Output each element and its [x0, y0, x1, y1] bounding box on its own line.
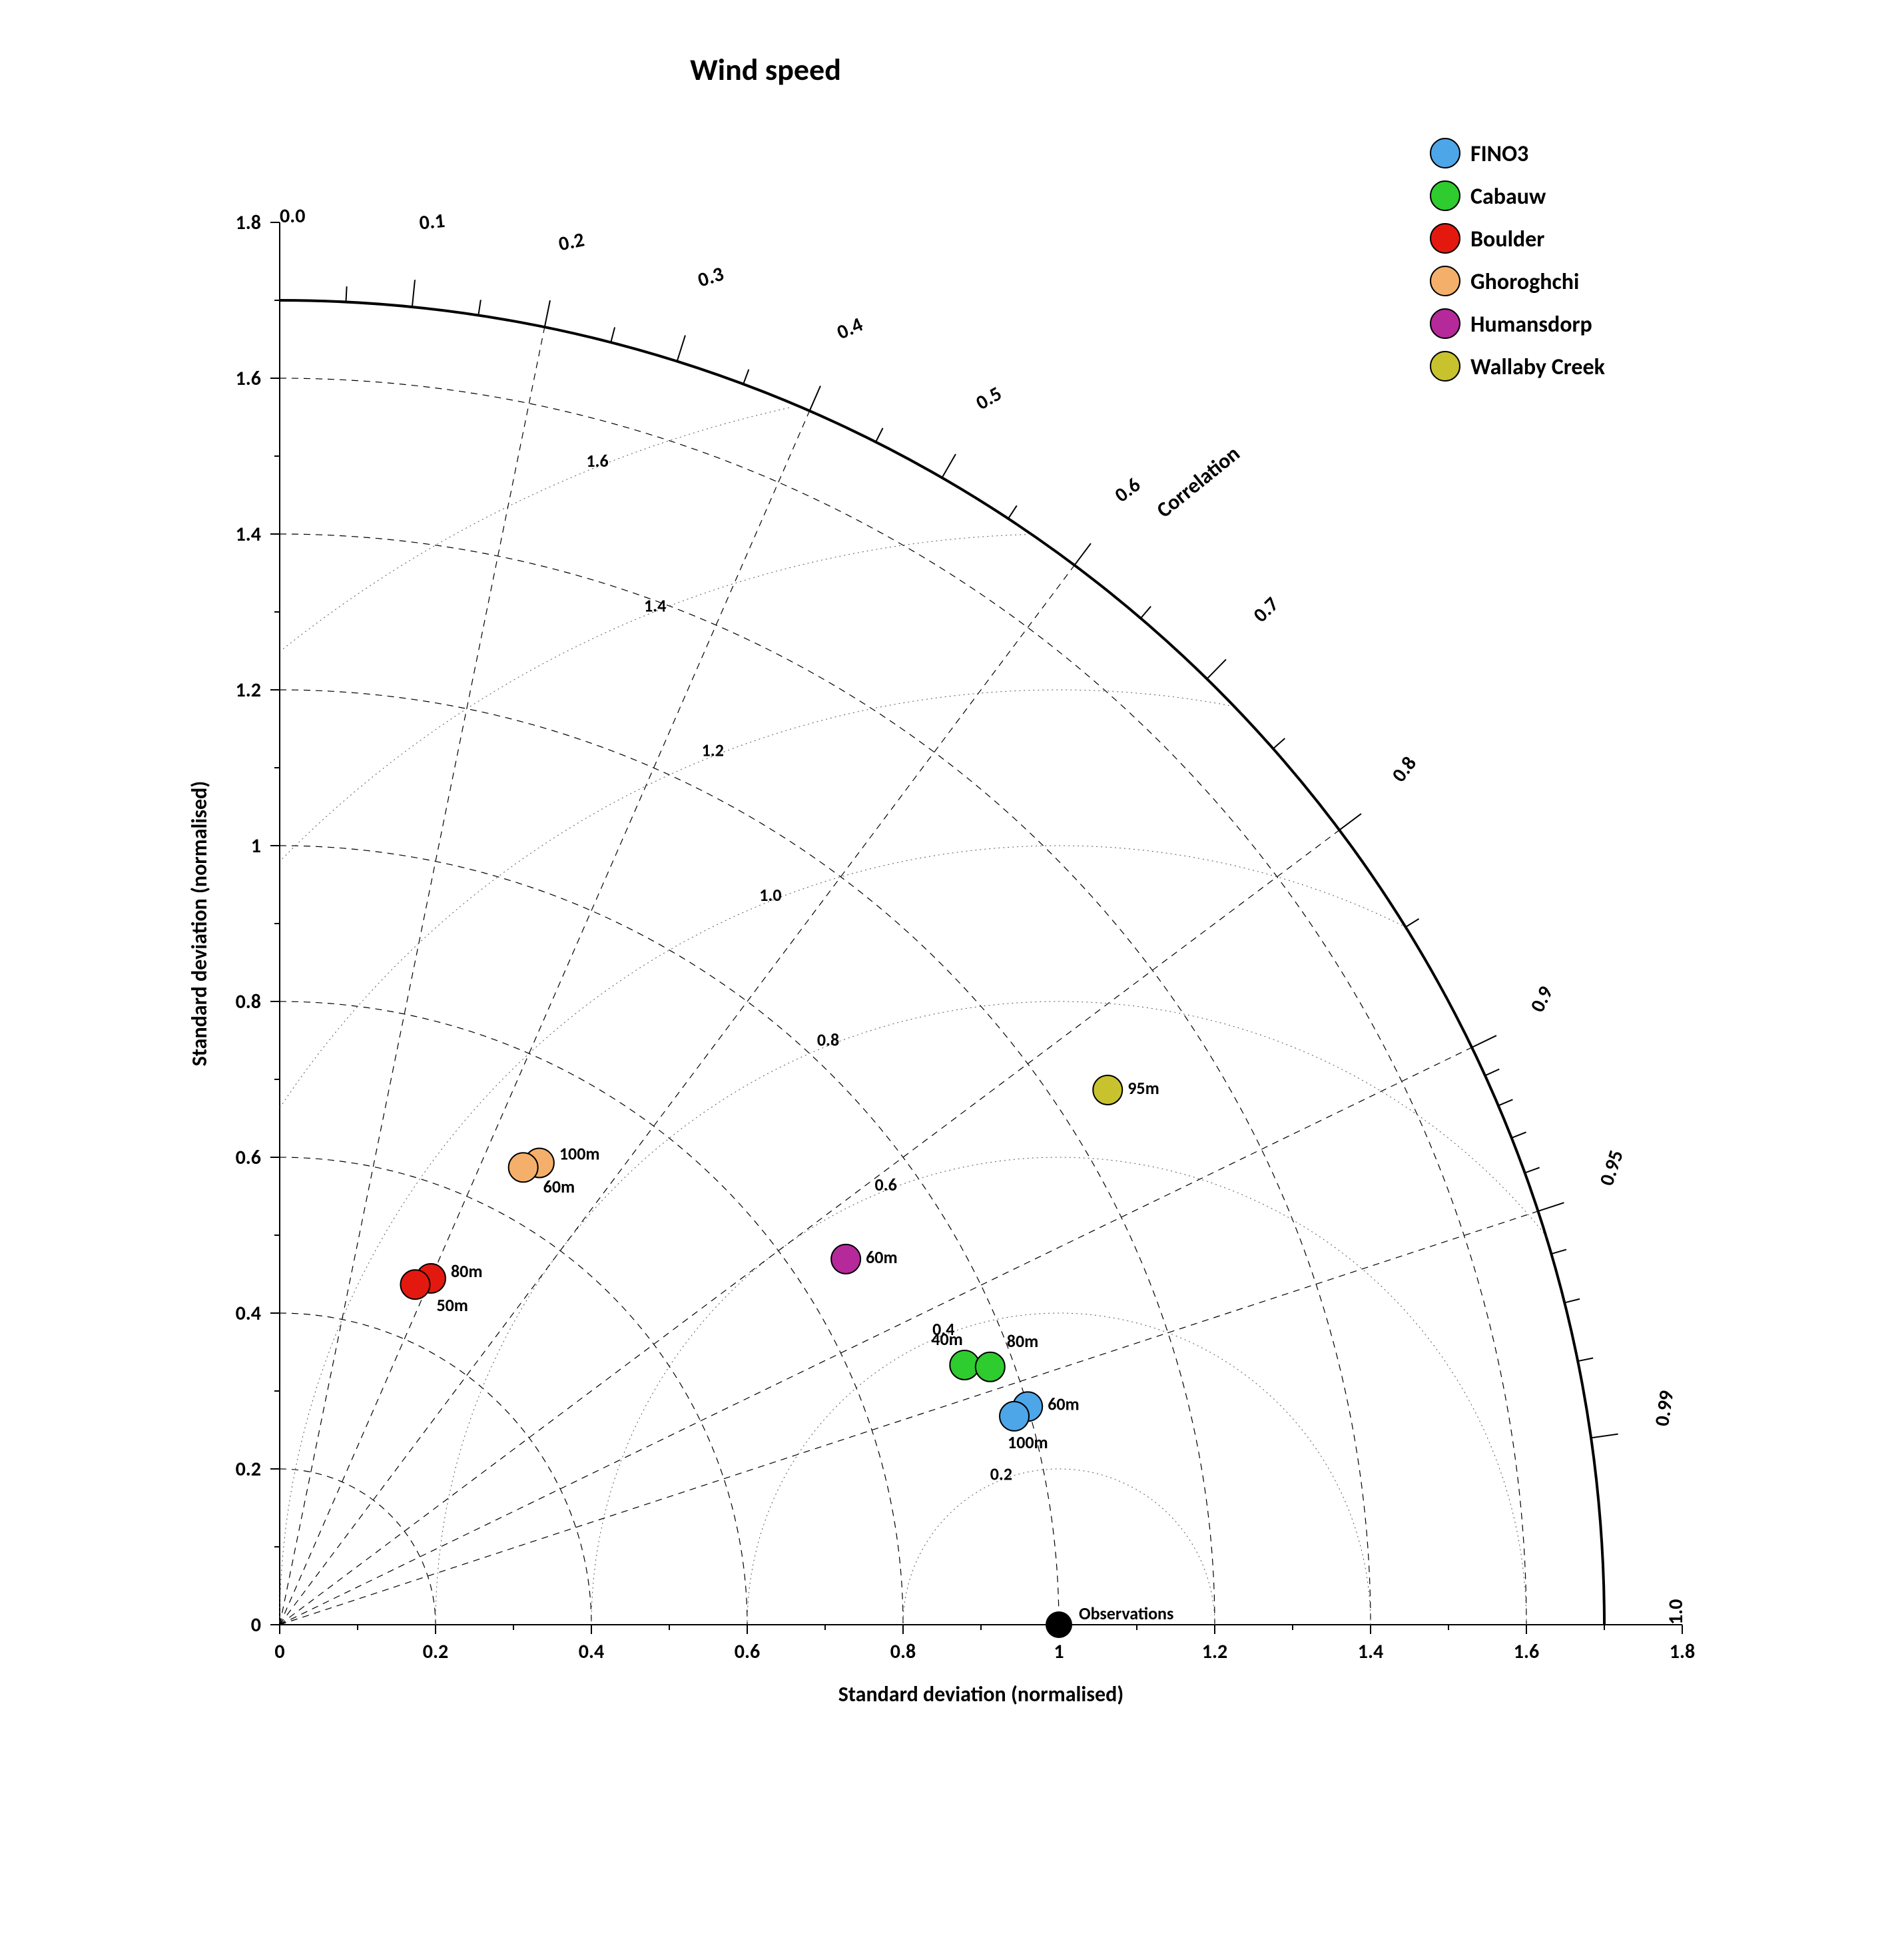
corr-tick-label: 0.99: [1650, 1389, 1679, 1428]
data-point: [1093, 1075, 1122, 1105]
corr-tick-label: 0.0: [280, 204, 305, 228]
x-tick-label: 1: [1054, 1639, 1064, 1664]
rms-label: 0.6: [874, 1174, 896, 1195]
legend-label: Wallaby Creek: [1470, 354, 1606, 381]
legend-swatch: [1430, 266, 1460, 296]
x-tick-label: 1.6: [1514, 1639, 1539, 1664]
taylor-diagram: Wind speed 0 0.2 0.4 0.6 0.8 1 1.2 1.4 1.6 1.8 0 0.2…: [0, 0, 1904, 1941]
data-point-label: 40m: [931, 1328, 963, 1350]
x-tick-label: 0.2: [423, 1639, 448, 1664]
obs-label: Observations: [1079, 1603, 1173, 1624]
x-tick-label: 1.4: [1358, 1639, 1383, 1664]
legend-label: Boulder: [1470, 226, 1544, 253]
y-tick-label: 0.4: [236, 1301, 261, 1326]
data-point: [831, 1245, 860, 1274]
x-tick-label: 1.2: [1202, 1639, 1227, 1664]
data-point: [976, 1352, 1005, 1382]
data-point-label: 60m: [1048, 1393, 1080, 1414]
chart-bg: [0, 0, 1904, 1941]
data-point: [509, 1153, 538, 1182]
y-tick-label: 1.6: [236, 366, 261, 391]
legend-swatch: [1430, 352, 1460, 381]
legend-label: Ghoroghchi: [1470, 268, 1579, 296]
data-point: [400, 1270, 430, 1299]
rms-label: 1.6: [586, 450, 608, 471]
data-point-label: 100m: [559, 1143, 600, 1164]
corr-tick-label: 1.0: [1664, 1599, 1688, 1625]
x-axis-label: Standard deviation (normalised): [838, 1681, 1123, 1707]
corr-tick-label: 0.1: [418, 208, 446, 236]
y-tick-label: 1: [251, 834, 261, 858]
x-tick-label: 0: [274, 1639, 284, 1664]
rms-label: 0.8: [817, 1029, 839, 1050]
y-axis-label: Standard deviation (normalised): [186, 781, 212, 1066]
legend-label: FINO3: [1470, 140, 1528, 168]
obs-point: [1046, 1611, 1072, 1638]
corr-tick-label: 0.2: [557, 227, 587, 256]
data-point-label: 50m: [436, 1294, 468, 1316]
data-point: [950, 1350, 979, 1380]
data-point: [1000, 1402, 1029, 1431]
chart-title: Wind speed: [690, 51, 841, 89]
rms-label: 1.4: [644, 595, 666, 616]
x-tick-label: 0.4: [579, 1639, 604, 1664]
x-tick-label: 0.8: [890, 1639, 916, 1664]
y-tick-label: 0: [251, 1613, 261, 1637]
x-tick-label: 0.6: [735, 1639, 760, 1664]
legend-label: Humansdorp: [1470, 311, 1592, 338]
rms-label: 1.0: [759, 884, 781, 906]
data-point-label: 80m: [451, 1260, 483, 1282]
y-tick-label: 1.4: [236, 522, 261, 547]
data-point-label: 60m: [543, 1176, 575, 1197]
y-tick-label: 0.8: [236, 989, 261, 1014]
y-tick-label: 1.8: [236, 210, 261, 235]
y-tick-label: 0.2: [236, 1457, 261, 1482]
rms-label: 0.2: [990, 1464, 1012, 1485]
rms-label: 1.2: [702, 740, 724, 761]
legend-swatch: [1430, 309, 1460, 338]
legend-swatch: [1430, 181, 1460, 210]
data-point-label: 60m: [866, 1247, 898, 1268]
legend-swatch: [1430, 139, 1460, 168]
data-point-label: 80m: [1007, 1330, 1039, 1352]
legend-swatch: [1430, 224, 1460, 253]
legend-label: Cabauw: [1470, 183, 1546, 210]
y-tick-label: 0.6: [236, 1145, 261, 1170]
data-point-label: 95m: [1127, 1077, 1159, 1099]
x-tick-label: 1.8: [1670, 1639, 1695, 1664]
y-tick-label: 1.2: [236, 678, 261, 702]
data-point-label: 100m: [1008, 1432, 1048, 1453]
